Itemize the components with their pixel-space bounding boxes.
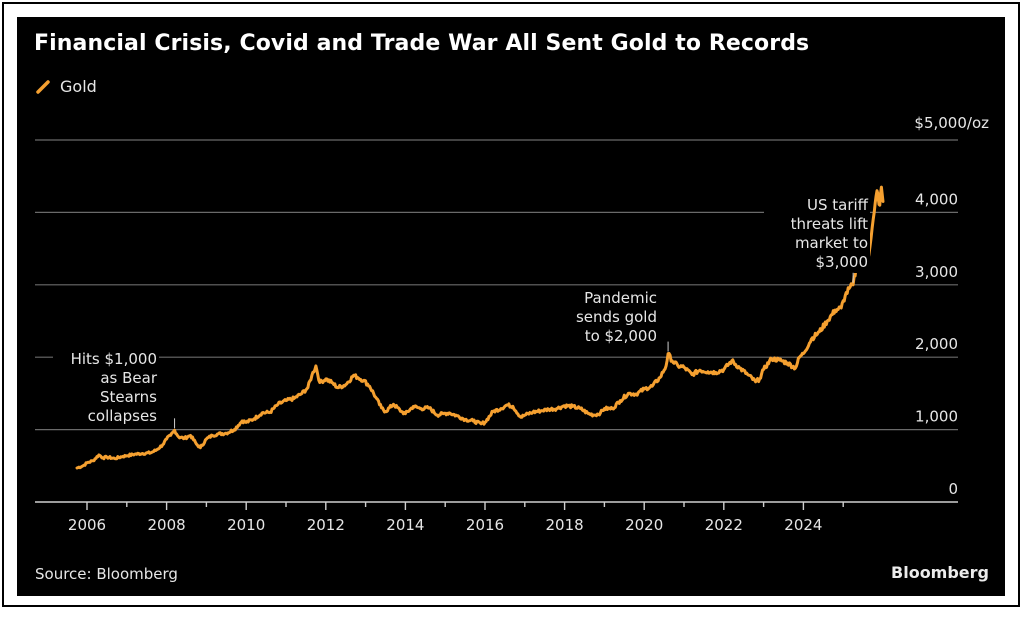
y-tick-label: 4,000 bbox=[915, 190, 958, 208]
annotation-text-line: market to bbox=[795, 234, 868, 252]
annotation-text-line: Hits $1,000 bbox=[71, 350, 157, 368]
annotation-text-line: US tariff bbox=[807, 196, 869, 214]
y-tick-label: 3,000 bbox=[915, 263, 958, 281]
annotation-text-line: threats lift bbox=[791, 215, 868, 233]
annotation-text-line: Pandemic bbox=[584, 289, 657, 307]
annotation-backdrop bbox=[53, 349, 159, 427]
series-layer bbox=[75, 185, 885, 470]
annotation-text-line: as Bear bbox=[100, 369, 157, 387]
source-note: Source: Bloomberg bbox=[35, 565, 178, 583]
y-tick-label: 2,000 bbox=[915, 335, 958, 353]
x-tick-label: 2024 bbox=[784, 516, 822, 534]
series-line-gold bbox=[75, 185, 885, 470]
gridlines bbox=[35, 139, 958, 503]
x-tick-label: 2014 bbox=[386, 516, 424, 534]
bloomberg-logo: Bloomberg bbox=[891, 563, 989, 582]
annotation-text-line: $3,000 bbox=[816, 253, 869, 271]
annotation-text-line: to $2,000 bbox=[585, 327, 657, 345]
x-tick-label: 2008 bbox=[148, 516, 186, 534]
legend-label-gold: Gold bbox=[60, 77, 97, 96]
y-tick-label: 1,000 bbox=[915, 408, 958, 426]
annotation-text-line: sends gold bbox=[576, 308, 657, 326]
annotation-backdrop bbox=[764, 195, 870, 273]
legend: Gold bbox=[36, 77, 97, 96]
x-axis: 2006 2008 2010 2012 2014 2016 2018 2020 2022 2024 bbox=[68, 502, 844, 534]
x-tick-label: 2010 bbox=[227, 516, 265, 534]
y-axis-labels: 0 1,000 2,000 3,000 4,000 bbox=[915, 190, 958, 498]
legend-swatch-icon bbox=[36, 79, 50, 94]
y-axis-unit-label: $5,000/oz bbox=[914, 114, 989, 132]
annotation-backdrop bbox=[553, 288, 659, 347]
x-tick-label: 2006 bbox=[68, 516, 106, 534]
chart-title: Financial Crisis, Covid and Trade War Al… bbox=[34, 31, 810, 56]
x-tick-label: 2020 bbox=[625, 516, 663, 534]
x-tick-label: 2022 bbox=[705, 516, 743, 534]
y-tick-label: 0 bbox=[948, 480, 958, 498]
x-tick-label: 2012 bbox=[307, 516, 345, 534]
annotation-text-line: collapses bbox=[88, 407, 158, 425]
x-tick-label: 2016 bbox=[466, 516, 504, 534]
annotation-text-line: Stearns bbox=[100, 388, 157, 406]
x-tick-label: 2018 bbox=[546, 516, 584, 534]
